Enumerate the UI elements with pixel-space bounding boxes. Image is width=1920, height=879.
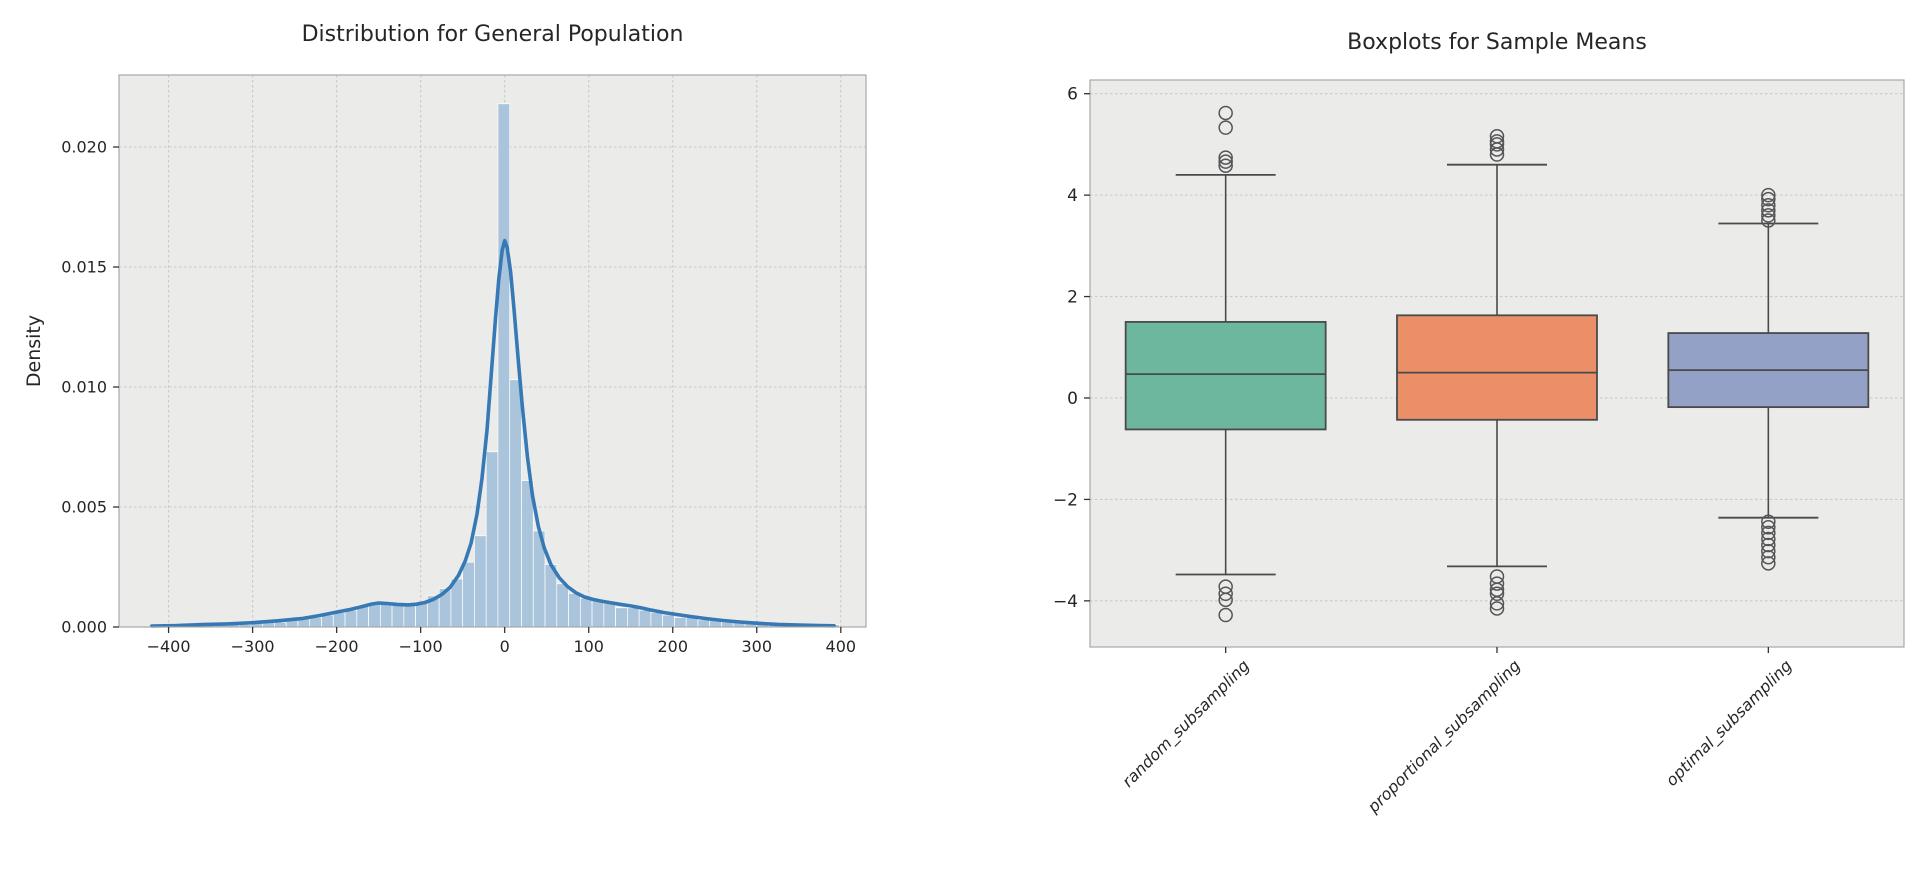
x-tick-label: 400 [826, 637, 857, 656]
x-tick-label: −200 [315, 637, 359, 656]
plot-spines [118, 74, 867, 628]
y-tick-labels: 6 4 2 0 −2 −4 [1053, 85, 1078, 612]
x-tick-label: 0 [500, 637, 510, 656]
histogram-ylabel: Density [23, 314, 45, 388]
y-tick-labels: 0.000 0.005 0.010 0.015 0.020 [61, 138, 107, 637]
y-tick-label: 0.000 [61, 618, 107, 637]
gridlines [119, 75, 866, 628]
x-tick-labels: −400 −300 −200 −100 0 100 200 300 400 [147, 637, 856, 656]
y-tick-label: 0.020 [61, 138, 107, 157]
iqr-box [1396, 314, 1598, 421]
y-tick-label: −2 [1053, 490, 1078, 510]
iqr-box [1124, 321, 1327, 431]
y-tick-label: 0.015 [61, 258, 107, 277]
x-tick-label: −300 [231, 637, 275, 656]
histogram-bars [156, 103, 840, 628]
tick-marks [1084, 93, 1769, 653]
y-tick-label: 0.005 [61, 498, 107, 517]
x-tick-label: −100 [399, 637, 443, 656]
outliers [1489, 129, 1505, 616]
x-tick-label: −400 [147, 637, 191, 656]
x-tick-label: 300 [741, 637, 772, 656]
box-proportional_subsampling [1396, 129, 1598, 616]
x-tick-label: 200 [657, 637, 688, 656]
outliers [1761, 187, 1776, 571]
y-tick-label: 4 [1067, 186, 1078, 206]
outliers [1218, 105, 1233, 623]
x-tick-label: 100 [573, 637, 604, 656]
kde-curve [150, 238, 836, 628]
y-tick-label: 0.010 [61, 378, 107, 397]
y-tick-label: 0 [1067, 389, 1078, 409]
boxplot-plot: 6 4 2 0 −2 −4 [1053, 79, 1905, 653]
box-optimal_subsampling [1667, 187, 1870, 571]
y-tick-label: 6 [1067, 85, 1078, 105]
y-tick-label: 2 [1067, 288, 1078, 308]
tick-marks [113, 146, 842, 633]
box-random_subsampling [1124, 105, 1327, 623]
histogram-plot: −400 −300 −200 −100 0 100 200 300 4000.0000.0050… [61, 74, 867, 656]
y-tick-label: −4 [1053, 592, 1078, 612]
histogram-title: Distribution for General Population [301, 22, 684, 47]
boxplot-title: Boxplots for Sample Means [1347, 30, 1647, 55]
